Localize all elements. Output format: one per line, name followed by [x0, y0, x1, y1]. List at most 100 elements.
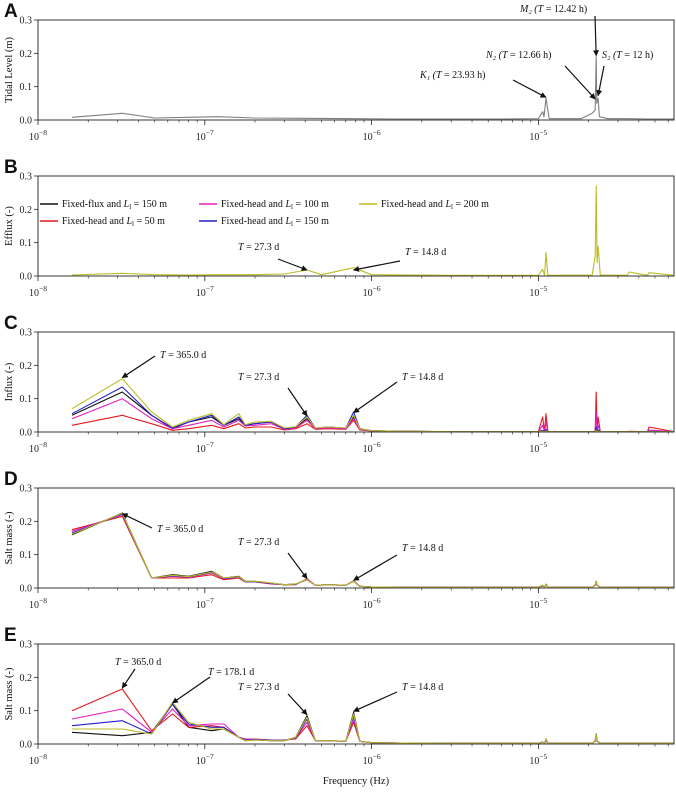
annotation-label-a-0: M₂ (T = 12.42 h)	[519, 4, 587, 15]
annotation-arrow-c-0	[121, 355, 156, 379]
panel-letter-c: C	[4, 313, 18, 334]
annotation-label-c-0: T = 365.0 d	[160, 350, 206, 361]
annotation-label-e-0: T = 365.0 d	[115, 657, 161, 668]
series-group-e	[71, 688, 674, 744]
annotation-arrow-a-1	[564, 65, 596, 100]
y-axis-label-e: Salt mass (-)	[4, 667, 15, 721]
y-tick-label-e-2: 0.2	[20, 673, 33, 684]
series-group-a	[71, 56, 674, 120]
legend-label-1: Fixed-head and Ll = 50 m	[62, 216, 165, 228]
series-line-b-0	[71, 185, 674, 276]
axes-frame-b	[37, 175, 675, 277]
annotation-label-a-2: S₂ (T = 12 h)	[602, 50, 653, 61]
annotation-arrow-c-2	[353, 381, 398, 414]
y-tick-label-a-0: 0.0	[20, 116, 33, 127]
y-tick-label-b-2: 0.2	[20, 205, 33, 216]
axes-frame-e	[37, 643, 675, 745]
annotation-arrow-e-1	[171, 676, 211, 704]
panel-b: B 0.0 0.1 0.2 0.3 10−8 10−7 10−6 10−5 Efflux (-) T…	[4, 157, 675, 299]
axes-frame-c	[37, 331, 675, 433]
annotation-arrow-d-0	[121, 513, 153, 529]
annotation-arrow-b-0	[277, 258, 308, 271]
legend-label-0: Fixed-flux and Ll = 150 m	[62, 199, 167, 211]
y-tick-label-a-3: 0.3	[20, 16, 33, 27]
y-tick-label-a-1: 0.1	[20, 82, 33, 93]
series-line-e-1	[71, 688, 674, 744]
y-tick-label-d-3: 0.3	[20, 484, 33, 495]
series-line-c-3	[71, 386, 674, 432]
annotation-label-d-1: T = 27.3 d	[238, 537, 279, 548]
series-line-c-4	[71, 378, 674, 432]
annotation-arrow-c-1	[287, 387, 308, 417]
annotation-label-c-2: T = 14.8 d	[402, 372, 443, 383]
x-tick-label-c--7: 10−7	[196, 440, 214, 455]
x-tick-label-c--6: 10−6	[363, 440, 381, 455]
y-tick-label-d-0: 0.0	[20, 584, 33, 595]
y-tick-label-c-0: 0.0	[20, 428, 33, 439]
annotation-label-a-3: K₁ (T = 23.93 h)	[419, 70, 486, 81]
x-tick-label-c--8: 10−8	[29, 440, 47, 455]
y-tick-label-b-0: 0.0	[20, 272, 33, 283]
annotation-label-b-0: T = 27.3 d	[238, 242, 279, 253]
series-line-c-1	[71, 391, 674, 432]
x-tick-label-d--5: 10−5	[529, 596, 547, 611]
panel-letter-d: D	[4, 469, 18, 490]
y-axis-label-b: Efflux (-)	[4, 206, 15, 246]
series-group-b	[71, 185, 674, 276]
x-tick-label-b--8: 10−8	[29, 284, 47, 299]
series-line-e-0	[71, 703, 674, 744]
x-tick-label-b--5: 10−5	[529, 284, 547, 299]
x-tick-label-a--8: 10−8	[29, 128, 47, 143]
x-tick-label-b--6: 10−6	[363, 284, 381, 299]
x-tick-label-e--5: 10−5	[529, 752, 547, 767]
y-tick-label-d-1: 0.1	[20, 550, 33, 561]
x-tick-label-e--8: 10−8	[29, 752, 47, 767]
panel-c: C 0.0 0.1 0.2 0.3 10−8 10−7 10−6 10−5 Influx (-) T…	[4, 313, 675, 455]
annotation-arrow-a-0	[593, 15, 600, 57]
x-tick-label-e--6: 10−6	[363, 752, 381, 767]
annotation-arrow-e-2	[287, 693, 308, 716]
axes-frame-d	[37, 487, 675, 589]
annotation-arrow-d-2	[353, 554, 398, 581]
annotation-label-d-2: T = 14.8 d	[402, 543, 443, 554]
y-tick-label-c-1: 0.1	[20, 394, 33, 405]
series-line-d-4	[71, 512, 674, 588]
legend-label-4: Fixed-head and Ll = 200 m	[381, 199, 489, 211]
y-tick-label-e-1: 0.1	[20, 706, 33, 717]
y-tick-label-e-3: 0.3	[20, 640, 33, 651]
x-tick-label-a--6: 10−6	[363, 128, 381, 143]
panel-letter-e: E	[4, 625, 17, 646]
x-tick-label-d--7: 10−7	[196, 596, 214, 611]
y-tick-label-b-1: 0.1	[20, 238, 33, 249]
x-tick-label-b--7: 10−7	[196, 284, 214, 299]
x-tick-label-e--7: 10−7	[196, 752, 214, 767]
annotation-label-e-2: T = 27.3 d	[238, 682, 279, 693]
series-line-a-0	[71, 56, 674, 120]
annotation-arrow-b-1	[353, 260, 401, 272]
annotation-label-e-1: T = 178.1 d	[208, 667, 254, 678]
annotation-arrow-e-3	[353, 691, 398, 712]
legend-label-3: Fixed-head and Ll = 150 m	[221, 216, 329, 228]
y-tick-label-c-2: 0.2	[20, 361, 33, 372]
y-axis-label-c: Influx (-)	[4, 362, 15, 401]
annotation-label-d-0: T = 365.0 d	[157, 524, 203, 535]
series-line-e-2	[71, 708, 674, 744]
y-axis-label-a: Tidal Level (m)	[4, 36, 15, 103]
x-tick-label-d--8: 10−8	[29, 596, 47, 611]
series-group-d	[71, 512, 674, 588]
annotation-label-a-1: N₂ (T = 12.66 h)	[485, 50, 552, 61]
axes-frame-a	[37, 19, 675, 121]
x-tick-label-a--7: 10−7	[196, 128, 214, 143]
panel-d: D 0.0 0.1 0.2 0.3 10−8 10−7 10−6 10−5 Salt mass (…	[4, 469, 675, 611]
annotation-label-c-1: T = 27.3 d	[238, 372, 279, 383]
annotation-arrow-e-0	[121, 668, 136, 689]
annotation-label-e-3: T = 14.8 d	[402, 682, 443, 693]
y-tick-label-b-3: 0.3	[20, 172, 33, 183]
series-line-c-0	[71, 391, 674, 432]
x-tick-label-c--5: 10−5	[529, 440, 547, 455]
panel-a: A 0.0 0.1 0.2 0.3 10−8 10−7 10−6 10−5 Tidal Level…	[4, 1, 675, 143]
y-tick-label-c-3: 0.3	[20, 328, 33, 339]
x-tick-label-d--6: 10−6	[363, 596, 381, 611]
y-tick-label-e-0: 0.0	[20, 740, 33, 751]
